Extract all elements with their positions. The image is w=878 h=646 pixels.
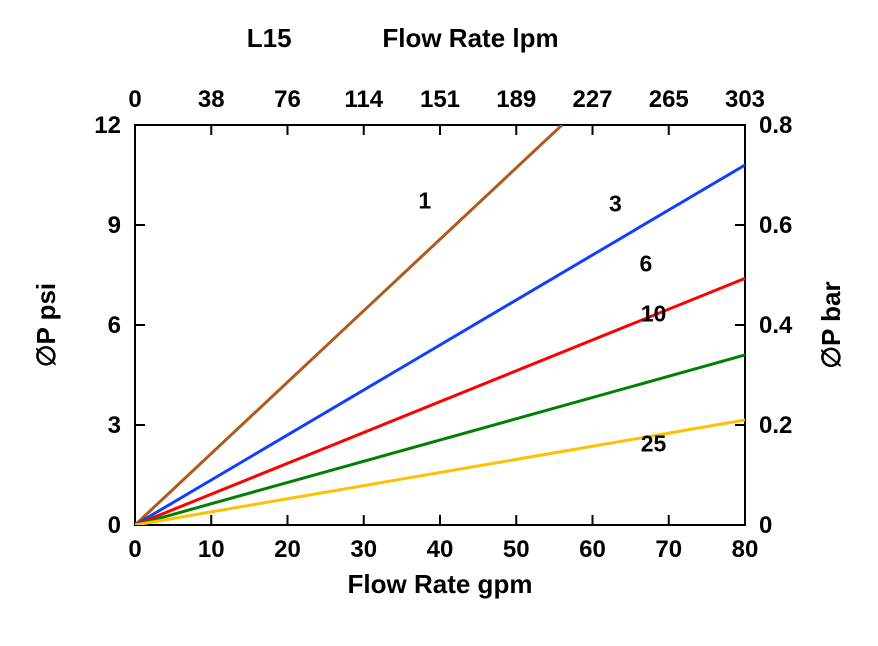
- y-right-axis-label: ∅P bar: [816, 281, 846, 368]
- chart-container: L15Flow Rate lpm038761141511892272653030…: [0, 0, 878, 646]
- yleft-tick-label: 12: [94, 112, 121, 139]
- yright-tick-label: 0: [759, 512, 772, 539]
- xtop-tick-label: 303: [725, 86, 765, 113]
- yright-tick-label: 0.8: [759, 112, 792, 139]
- x-axis-label: Flow Rate gpm: [348, 569, 533, 599]
- xtop-tick-label: 38: [198, 86, 225, 113]
- yleft-tick-label: 0: [108, 512, 121, 539]
- xtop-tick-label: 0: [128, 86, 141, 113]
- xtop-tick-label: 265: [649, 86, 689, 113]
- yleft-tick-label: 9: [108, 212, 121, 239]
- series-label-6: 6: [639, 251, 652, 277]
- xtop-tick-label: 76: [274, 86, 301, 113]
- xbot-tick-label: 40: [427, 536, 454, 563]
- xbot-tick-label: 10: [198, 536, 225, 563]
- yleft-tick-label: 6: [108, 312, 121, 339]
- series-label-25: 25: [641, 431, 667, 457]
- xtop-tick-label: 227: [572, 86, 612, 113]
- xbot-tick-label: 80: [732, 536, 759, 563]
- xbot-tick-label: 70: [655, 536, 682, 563]
- y-left-axis-label: ∅P psi: [31, 283, 61, 367]
- xbot-tick-label: 0: [128, 536, 141, 563]
- xbot-tick-label: 20: [274, 536, 301, 563]
- yright-tick-label: 0.6: [759, 212, 792, 239]
- xbot-tick-label: 60: [579, 536, 606, 563]
- xtop-tick-label: 189: [496, 86, 536, 113]
- xtop-tick-label: 114: [344, 86, 383, 113]
- series-label-3: 3: [609, 191, 622, 217]
- title-right: Flow Rate lpm: [382, 23, 558, 53]
- yright-tick-label: 0.4: [759, 312, 793, 339]
- yleft-tick-label: 3: [108, 412, 121, 439]
- chart-svg: L15Flow Rate lpm038761141511892272653030…: [0, 0, 878, 646]
- yright-tick-label: 0.2: [759, 412, 792, 439]
- series-label-10: 10: [641, 301, 667, 327]
- series-label-1: 1: [418, 187, 431, 213]
- xbot-tick-label: 30: [350, 536, 377, 563]
- xbot-tick-label: 50: [503, 536, 530, 563]
- xtop-tick-label: 151: [420, 86, 460, 113]
- title-left: L15: [247, 23, 292, 53]
